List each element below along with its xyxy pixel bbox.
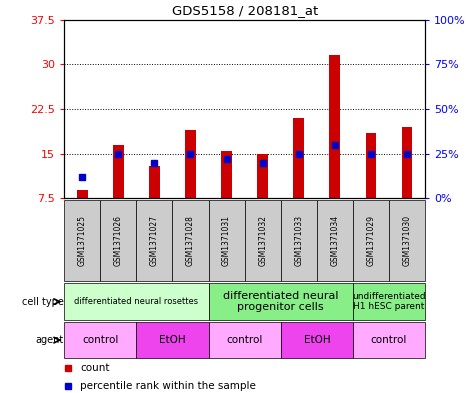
Bar: [281, 322, 353, 358]
Text: agent: agent: [35, 335, 63, 345]
Bar: [366, 133, 376, 198]
Bar: [353, 200, 389, 281]
Text: cell type: cell type: [21, 297, 63, 307]
Text: GSM1371025: GSM1371025: [78, 215, 86, 266]
Bar: [136, 200, 172, 281]
Text: control: control: [227, 335, 263, 345]
Bar: [149, 166, 160, 198]
Text: differentiated neural
progenitor cells: differentiated neural progenitor cells: [223, 291, 339, 312]
Bar: [245, 200, 281, 281]
Text: GSM1371029: GSM1371029: [367, 215, 375, 266]
Bar: [257, 154, 268, 198]
Text: undifferentiated
H1 hESC parent: undifferentiated H1 hESC parent: [352, 292, 426, 311]
Text: percentile rank within the sample: percentile rank within the sample: [80, 381, 256, 391]
Bar: [389, 200, 425, 281]
Bar: [64, 200, 100, 281]
Text: GSM1371031: GSM1371031: [222, 215, 231, 266]
Text: count: count: [80, 363, 110, 373]
Bar: [402, 127, 412, 198]
Bar: [317, 200, 353, 281]
Text: control: control: [82, 335, 118, 345]
Bar: [221, 151, 232, 198]
Text: differentiated neural rosettes: differentiated neural rosettes: [74, 297, 199, 306]
Bar: [209, 322, 281, 358]
Bar: [353, 322, 425, 358]
Title: GDS5158 / 208181_at: GDS5158 / 208181_at: [171, 4, 318, 17]
Text: GSM1371033: GSM1371033: [294, 215, 303, 266]
Text: EtOH: EtOH: [304, 335, 330, 345]
Bar: [294, 118, 304, 198]
Text: EtOH: EtOH: [159, 335, 186, 345]
Bar: [209, 200, 245, 281]
Bar: [281, 200, 317, 281]
Bar: [172, 200, 209, 281]
Text: GSM1371030: GSM1371030: [403, 215, 411, 266]
Text: GSM1371032: GSM1371032: [258, 215, 267, 266]
Bar: [113, 145, 124, 198]
Text: GSM1371026: GSM1371026: [114, 215, 123, 266]
Text: GSM1371034: GSM1371034: [331, 215, 339, 266]
Text: control: control: [371, 335, 407, 345]
Text: GSM1371028: GSM1371028: [186, 215, 195, 266]
Bar: [64, 283, 209, 320]
Bar: [330, 55, 340, 198]
Text: GSM1371027: GSM1371027: [150, 215, 159, 266]
Bar: [209, 283, 353, 320]
Bar: [136, 322, 209, 358]
Bar: [100, 200, 136, 281]
Bar: [64, 322, 136, 358]
Bar: [185, 130, 196, 198]
Bar: [353, 283, 425, 320]
Bar: [77, 189, 87, 198]
